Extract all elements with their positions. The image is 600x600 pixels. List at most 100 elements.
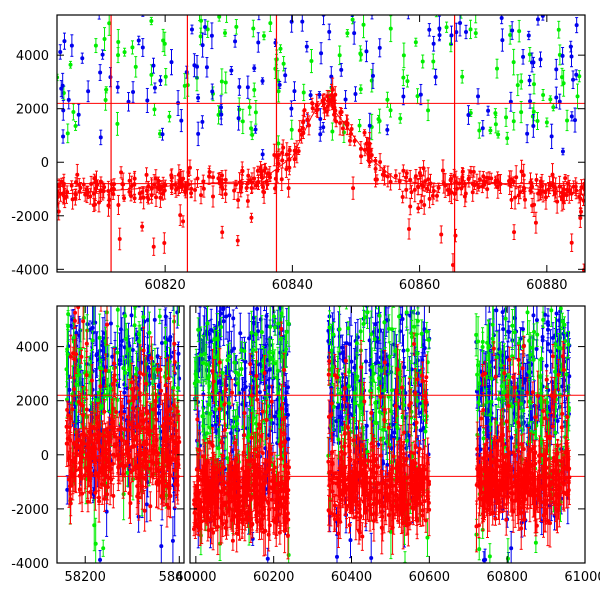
green-point bbox=[147, 311, 152, 354]
top-axes-frame bbox=[56, 14, 586, 273]
blue-point bbox=[349, 306, 353, 326]
green-point bbox=[444, 21, 449, 33]
red-point bbox=[116, 194, 121, 215]
red-point bbox=[416, 178, 421, 196]
red-point bbox=[114, 397, 119, 427]
red-point bbox=[466, 175, 471, 184]
green-point bbox=[81, 306, 86, 340]
red-point bbox=[571, 180, 576, 194]
red-point bbox=[550, 163, 555, 187]
red-point bbox=[121, 449, 126, 499]
red-point bbox=[103, 353, 108, 388]
blue-point bbox=[351, 306, 355, 307]
green-point bbox=[398, 113, 403, 124]
green-point bbox=[515, 74, 520, 97]
red-point bbox=[160, 186, 165, 201]
x-tick-label: 58400 bbox=[159, 570, 200, 585]
red-point bbox=[440, 159, 445, 182]
green-point bbox=[157, 308, 162, 325]
green-point bbox=[413, 37, 418, 47]
green-point bbox=[361, 15, 366, 39]
blue-point bbox=[272, 399, 277, 434]
green-point bbox=[225, 15, 229, 23]
red-point bbox=[92, 173, 97, 184]
blue-point bbox=[229, 66, 234, 76]
green-point bbox=[136, 325, 141, 343]
blue-point bbox=[569, 45, 574, 68]
red-point bbox=[259, 165, 264, 179]
red-point bbox=[98, 370, 103, 403]
blue-point bbox=[237, 78, 242, 96]
blue-point bbox=[476, 88, 481, 105]
red-point bbox=[301, 110, 306, 133]
red-point bbox=[152, 401, 157, 417]
red-point bbox=[249, 212, 254, 223]
red-point bbox=[89, 364, 94, 397]
blue-point bbox=[210, 83, 215, 100]
blue-point bbox=[218, 95, 223, 120]
blue-point bbox=[58, 44, 63, 60]
green-point bbox=[541, 88, 546, 102]
red-point bbox=[97, 480, 102, 523]
green-point bbox=[505, 131, 510, 145]
green-point bbox=[560, 67, 565, 87]
red-point bbox=[340, 120, 345, 136]
green-point bbox=[511, 259, 515, 293]
red-point bbox=[71, 346, 76, 360]
blue-point bbox=[129, 306, 134, 327]
green-point bbox=[493, 108, 498, 119]
blue-point bbox=[363, 348, 368, 375]
blue-point bbox=[263, 306, 267, 312]
red-point bbox=[578, 207, 583, 216]
green-point bbox=[535, 322, 540, 347]
red-point bbox=[434, 190, 439, 202]
green-point bbox=[152, 102, 157, 116]
blue-point bbox=[215, 306, 219, 315]
blue-point bbox=[234, 306, 238, 309]
blue-point bbox=[540, 15, 545, 21]
green-point bbox=[223, 71, 228, 94]
green-point bbox=[511, 48, 516, 76]
model-curve bbox=[57, 97, 585, 195]
green-point bbox=[199, 15, 204, 33]
green-point bbox=[382, 306, 387, 349]
blue-point bbox=[243, 341, 248, 382]
green-point bbox=[511, 112, 516, 131]
red-point bbox=[144, 425, 149, 440]
green-point bbox=[197, 15, 201, 22]
green-point bbox=[496, 130, 501, 139]
red-point bbox=[148, 402, 153, 459]
red-point bbox=[474, 500, 479, 553]
blue-point bbox=[204, 57, 209, 78]
red-point bbox=[174, 406, 179, 455]
blue-point bbox=[108, 306, 113, 345]
blue-point bbox=[98, 550, 103, 563]
blue-point bbox=[499, 15, 504, 25]
blue-point bbox=[277, 80, 282, 89]
blue-point bbox=[554, 86, 559, 109]
blue-point bbox=[163, 307, 168, 326]
red-point bbox=[561, 181, 566, 198]
green-point bbox=[242, 341, 247, 361]
blue-point bbox=[115, 81, 120, 94]
blue-point bbox=[484, 306, 488, 326]
green-point bbox=[489, 306, 493, 307]
red-point bbox=[272, 143, 277, 167]
green-point bbox=[337, 306, 342, 353]
red-point bbox=[57, 190, 60, 204]
blue-point bbox=[100, 49, 105, 60]
green-point bbox=[577, 70, 582, 83]
green-point bbox=[504, 107, 509, 127]
bottom-axes-frame bbox=[56, 305, 185, 564]
green-point bbox=[508, 25, 513, 45]
red-point bbox=[579, 179, 584, 196]
red-point bbox=[178, 204, 183, 226]
red-point bbox=[460, 167, 465, 176]
x-tick-label: 60840 bbox=[272, 278, 313, 293]
blue-point bbox=[353, 86, 358, 102]
blue-point bbox=[406, 15, 410, 20]
red-point bbox=[105, 306, 110, 346]
red-point bbox=[519, 159, 524, 184]
green-point bbox=[385, 91, 390, 108]
red-point bbox=[124, 441, 129, 458]
